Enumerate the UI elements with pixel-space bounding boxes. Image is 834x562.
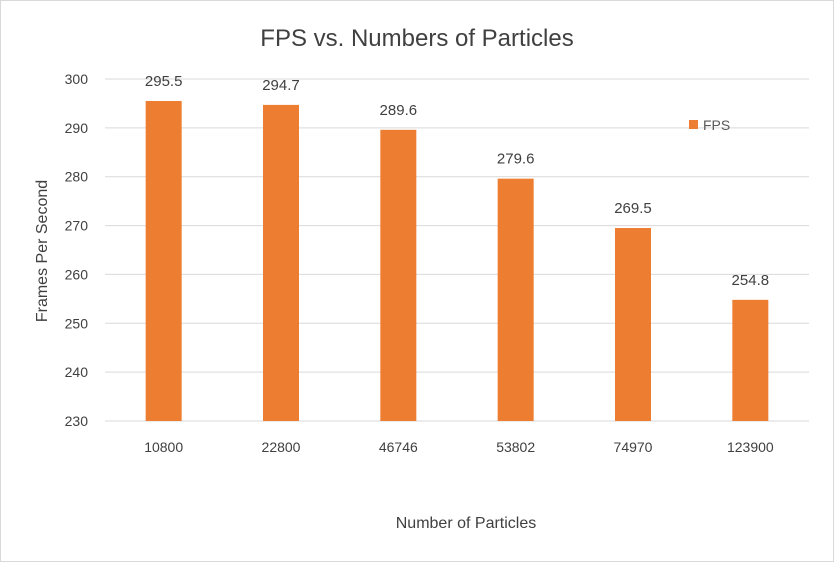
y-tick-label: 250 <box>65 315 89 331</box>
bar-123900 <box>732 300 768 421</box>
bars <box>146 101 769 421</box>
x-tick-label-123900: 123900 <box>727 439 774 455</box>
x-axis-label: Number of Particles <box>396 515 537 532</box>
data-label-46746: 289.6 <box>380 102 418 119</box>
x-tick-label-22800: 22800 <box>262 439 301 455</box>
data-label-53802: 279.6 <box>497 151 535 168</box>
legend: FPS <box>689 117 730 133</box>
y-tick-label: 290 <box>65 120 89 136</box>
y-tick-label: 230 <box>65 413 89 429</box>
x-tick-label-10800: 10800 <box>144 439 183 455</box>
bar-74970 <box>615 228 651 421</box>
data-labels: 295.5 294.7 289.6 279.6 269.5 254.8 <box>145 73 769 289</box>
bar-10800 <box>146 101 182 421</box>
y-axis-label: Frames Per Second <box>34 180 51 322</box>
data-label-123900: 254.8 <box>732 272 770 289</box>
x-tick-label-74970: 74970 <box>614 439 653 455</box>
chart-container: 230 240 250 260 270 280 290 300 10800 22800 46746… <box>0 0 834 562</box>
legend-swatch <box>689 120 698 129</box>
data-label-10800: 295.5 <box>145 73 183 90</box>
y-tick-label: 300 <box>65 71 89 87</box>
x-axis-ticks: 10800 22800 46746 53802 74970 123900 <box>144 439 774 455</box>
chart-svg: 230 240 250 260 270 280 290 300 10800 22800 46746… <box>1 1 833 561</box>
data-label-22800: 294.7 <box>262 77 300 94</box>
legend-label: FPS <box>703 117 730 133</box>
y-tick-label: 280 <box>65 169 89 185</box>
y-axis-ticks: 230 240 250 260 270 280 290 300 <box>65 71 89 429</box>
y-tick-label: 260 <box>65 266 89 282</box>
data-label-74970: 269.5 <box>614 200 652 217</box>
bar-22800 <box>263 105 299 421</box>
x-tick-label-46746: 46746 <box>379 439 418 455</box>
y-tick-label: 240 <box>65 364 89 380</box>
chart-title: FPS vs. Numbers of Particles <box>260 25 573 52</box>
bar-53802 <box>498 179 534 421</box>
y-tick-label: 270 <box>65 218 89 234</box>
bar-46746 <box>380 130 416 421</box>
x-tick-label-53802: 53802 <box>496 439 535 455</box>
